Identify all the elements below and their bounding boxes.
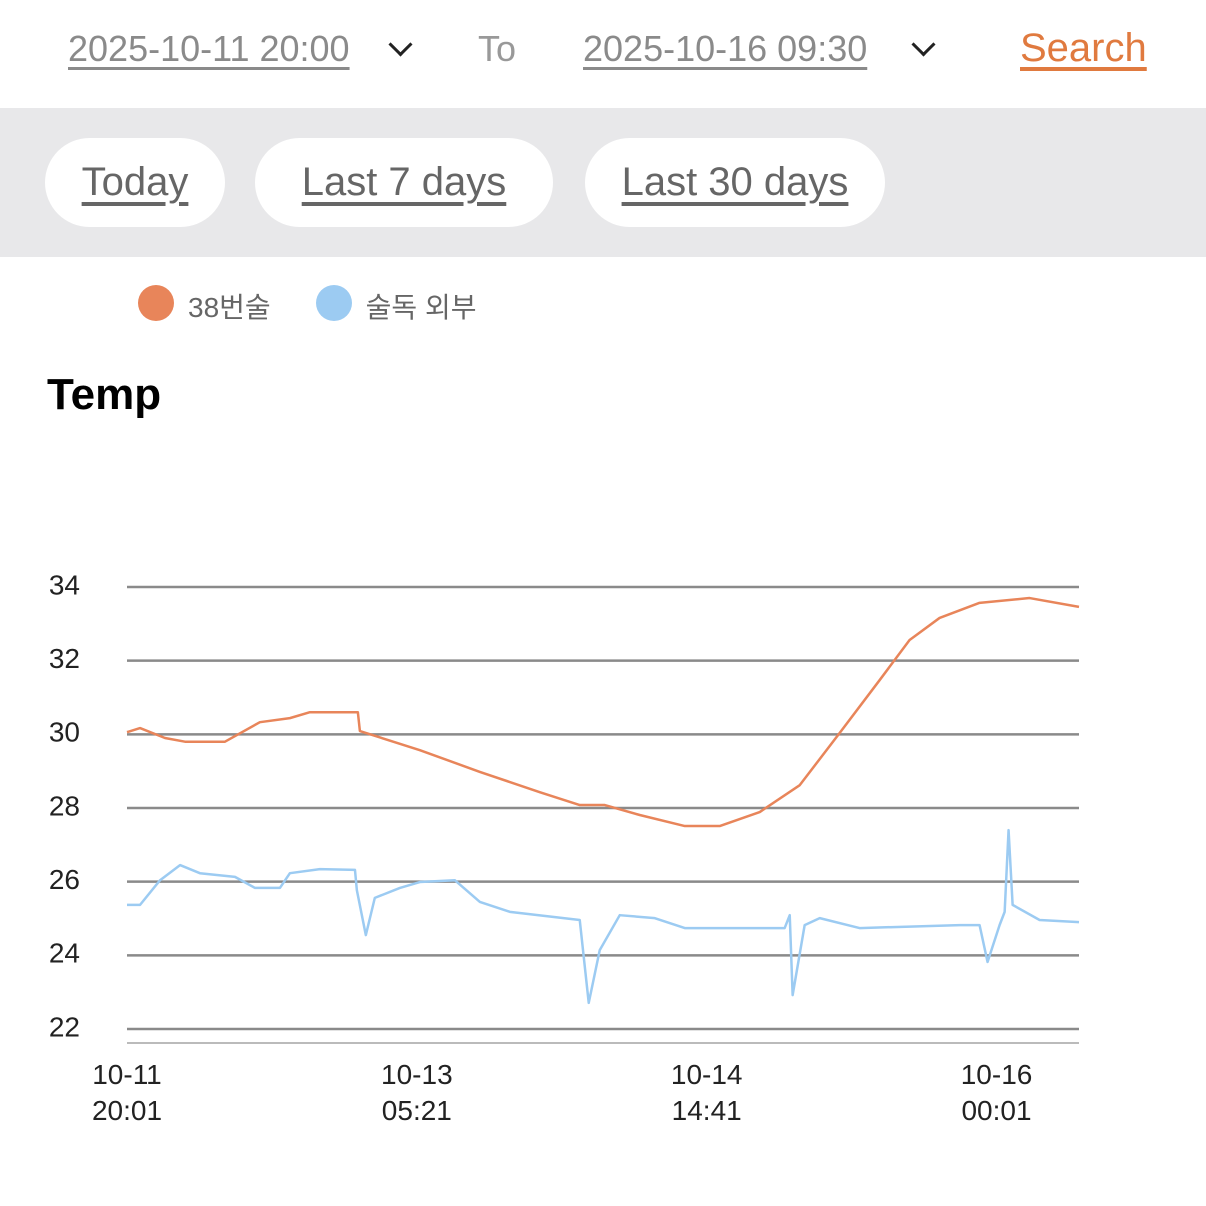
legend-label: 술독 외부: [365, 292, 477, 323]
legend-label: 38번술: [188, 292, 271, 323]
x-tick-label: 10-16 00:01: [960, 1059, 1033, 1126]
preset-button[interactable]: Last 30 days: [585, 138, 885, 227]
chart-title: Temp: [47, 370, 162, 419]
y-tick-label: 34: [49, 569, 80, 600]
to-label: To: [478, 28, 517, 69]
y-tick-label: 30: [49, 717, 80, 748]
y-tick-label: 22: [49, 1011, 80, 1042]
legend-marker: [138, 285, 174, 321]
x-tick-label: 10-11 20:01: [91, 1059, 163, 1126]
y-tick-label: 28: [49, 790, 80, 821]
from-date[interactable]: 2025-10-11 20:00: [68, 28, 350, 69]
preset-button[interactable]: Last 7 days: [255, 138, 553, 227]
search-button[interactable]: Search: [1020, 26, 1147, 70]
x-tick-label: 10-14 14:41: [670, 1059, 743, 1126]
y-tick-label: 26: [49, 864, 80, 895]
y-tick-label: 32: [49, 643, 80, 674]
to-date[interactable]: 2025-10-16 09:30: [583, 28, 868, 69]
series-line: [127, 828, 1080, 1005]
series-line: [126, 596, 1080, 828]
legend-marker: [315, 285, 352, 321]
x-tick-label: 10-13 05:21: [381, 1059, 453, 1126]
y-tick-label: 24: [49, 938, 80, 969]
preset-button[interactable]: Today: [45, 138, 225, 227]
